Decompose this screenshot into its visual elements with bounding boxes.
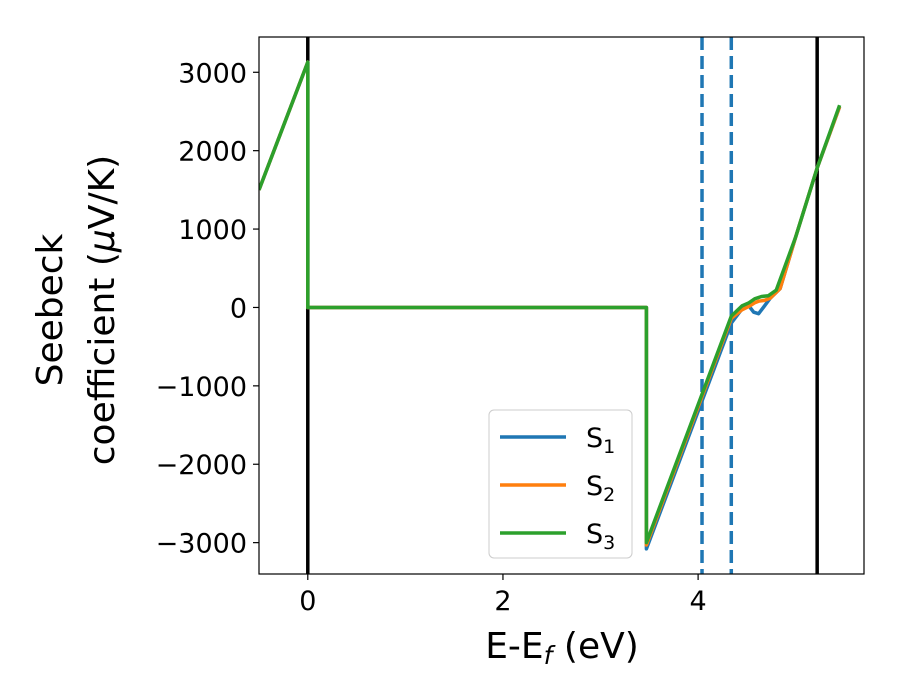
- legend-label-3: S3: [586, 519, 615, 554]
- x-tick-label-2: 4: [690, 586, 707, 617]
- y-tick-label-1: 2000: [178, 137, 247, 168]
- y-tick-label-3: 0: [230, 293, 247, 324]
- legend-label-2: S2: [586, 471, 615, 506]
- y-axis-ticks: 3000 2000 1000 0 −1000 −2000 −3000: [156, 58, 259, 560]
- plot-frame: [258, 36, 865, 575]
- series-lines: [259, 60, 842, 551]
- y-tick-label-0: 3000: [178, 58, 247, 89]
- x-tick-label-0: 0: [299, 586, 316, 617]
- x-axis-ticks: 0 2 4: [299, 574, 707, 617]
- legend: S1 S2 S3: [488, 409, 633, 559]
- legend-label-1: S1: [586, 423, 615, 458]
- x-axis-label: E-Ef (eV): [485, 626, 639, 670]
- y-tick-label-4: −1000: [156, 372, 247, 403]
- y-tick-label-6: −3000: [156, 529, 247, 560]
- y-axis-label: Seebeck coefficient (μV/K): [30, 155, 123, 465]
- y-tick-label-2: 1000: [178, 215, 247, 246]
- y-axis-label-line2: coefficient (μV/K): [82, 155, 123, 465]
- x-tick-label-1: 2: [494, 586, 511, 617]
- y-axis-label-line1: Seebeck: [30, 233, 71, 386]
- y-tick-label-5: −2000: [156, 450, 247, 481]
- series-line-3: [259, 60, 842, 545]
